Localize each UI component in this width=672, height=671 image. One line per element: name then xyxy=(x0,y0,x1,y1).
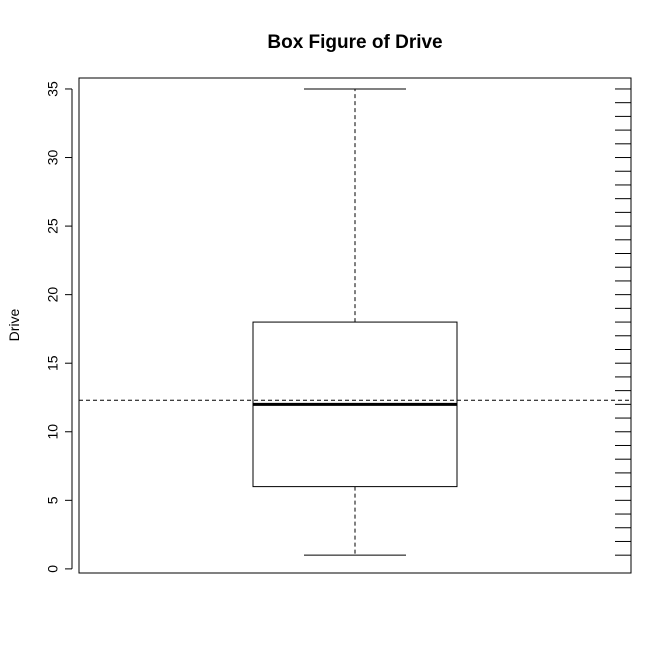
y-tick-label: 35 xyxy=(45,81,61,97)
box-plot xyxy=(252,88,458,556)
rug-marks xyxy=(615,88,631,556)
y-tick-label: 0 xyxy=(45,565,61,573)
y-axis: 0 5 10 15 20 25 30 35 xyxy=(45,81,73,573)
y-tick-label: 20 xyxy=(45,287,61,303)
y-tick-label: 30 xyxy=(45,150,61,166)
y-tick-label: 15 xyxy=(45,355,61,371)
y-tick-label: 25 xyxy=(45,218,61,234)
y-tick-label: 5 xyxy=(45,496,61,504)
chart-title: Box Figure of Drive xyxy=(267,32,442,53)
y-tick-label: 10 xyxy=(45,424,61,440)
plot-frame xyxy=(78,77,632,574)
y-axis-label: Drive xyxy=(6,308,22,341)
